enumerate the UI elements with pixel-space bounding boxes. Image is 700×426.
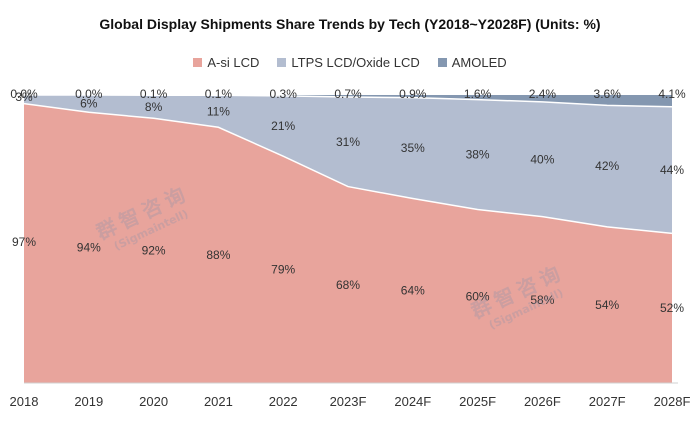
data-label-asi: 92% xyxy=(142,244,166,258)
data-label-asi: 54% xyxy=(595,298,619,312)
data-label-ltps: 8% xyxy=(145,100,163,114)
data-label-amoled: 3.6% xyxy=(594,87,622,101)
boundary-asi-ltps xyxy=(23,102,673,235)
data-label-ltps: 11% xyxy=(207,104,230,118)
data-label-asi: 97% xyxy=(12,235,36,249)
legend-swatch-ltps xyxy=(277,58,287,67)
x-tick-label: 2028F xyxy=(654,394,691,409)
data-label-asi: 60% xyxy=(466,289,490,303)
x-tick-label: 2019 xyxy=(74,394,103,409)
boundary-ltps-amoled xyxy=(24,94,673,108)
x-tick-label: 2021 xyxy=(204,394,233,409)
legend-item-ltps: LTPS LCD/Oxide LCD xyxy=(277,55,420,70)
data-label-asi: 79% xyxy=(271,263,295,277)
x-tick-label: 2026F xyxy=(524,394,561,409)
data-label-ltps: 6% xyxy=(80,97,98,111)
data-label-amoled: 0.1% xyxy=(140,87,168,101)
data-label-ltps: 35% xyxy=(401,141,425,155)
data-label-asi: 88% xyxy=(206,248,230,262)
data-label-ltps: 40% xyxy=(530,152,554,166)
x-tick-label: 2027F xyxy=(589,394,626,409)
data-label-ltps: 21% xyxy=(271,119,295,133)
chart-title: Global Display Shipments Share Trends by… xyxy=(99,16,601,32)
legend-swatch-asi xyxy=(193,58,203,67)
data-label-asi: 94% xyxy=(77,241,101,255)
area-asi xyxy=(24,103,672,383)
data-label-amoled: 0.3% xyxy=(270,87,298,101)
data-label-amoled: 0.1% xyxy=(205,87,233,101)
legend: A-si LCD LTPS LCD/Oxide LCD AMOLED xyxy=(0,55,700,70)
data-label-asi: 52% xyxy=(660,301,684,315)
data-label-ltps: 42% xyxy=(595,159,619,173)
data-label-asi: 68% xyxy=(336,278,360,292)
legend-label-asi: A-si LCD xyxy=(207,55,260,70)
legend-swatch-amoled xyxy=(437,58,447,67)
data-label-amoled: 0.7% xyxy=(334,87,362,101)
x-tick-label: 2024F xyxy=(394,394,431,409)
x-tick-label: 2022 xyxy=(269,394,298,409)
legend-label-amoled: AMOLED xyxy=(451,55,507,70)
data-label-ltps: 44% xyxy=(660,163,684,177)
x-tick-label: 2020 xyxy=(139,394,168,409)
legend-label-ltps: LTPS LCD/Oxide LCD xyxy=(291,55,420,70)
data-label-ltps: 38% xyxy=(466,148,490,162)
x-tick-label: 2018 xyxy=(10,394,39,409)
data-label-ltps: 3% xyxy=(15,90,33,104)
area-ltps xyxy=(24,95,672,234)
data-label-amoled: 0.0% xyxy=(75,87,103,101)
data-label-amoled: 2.4% xyxy=(529,87,557,101)
x-tick-label: 2023F xyxy=(330,394,367,409)
data-label-amoled: 0.0% xyxy=(10,87,38,101)
x-tick-label: 2025F xyxy=(459,394,496,409)
data-label-asi: 58% xyxy=(530,293,554,307)
data-label-ltps: 31% xyxy=(336,135,360,149)
data-label-amoled: 1.6% xyxy=(464,87,492,101)
area-amoled xyxy=(24,95,672,107)
legend-item-amoled: AMOLED xyxy=(437,55,507,70)
data-label-asi: 64% xyxy=(401,284,425,298)
data-label-amoled: 0.9% xyxy=(399,87,427,101)
data-label-amoled: 4.1% xyxy=(658,87,686,101)
legend-item-asi: A-si LCD xyxy=(193,55,259,70)
